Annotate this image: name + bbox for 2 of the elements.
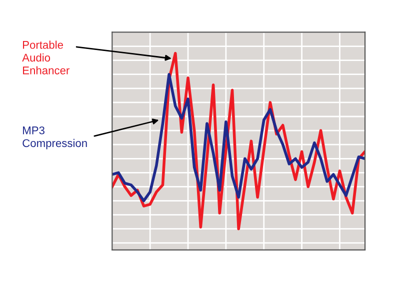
text: Portable Audio Enhancer [22,40,70,74]
text: MP3 Compression [22,126,87,150]
